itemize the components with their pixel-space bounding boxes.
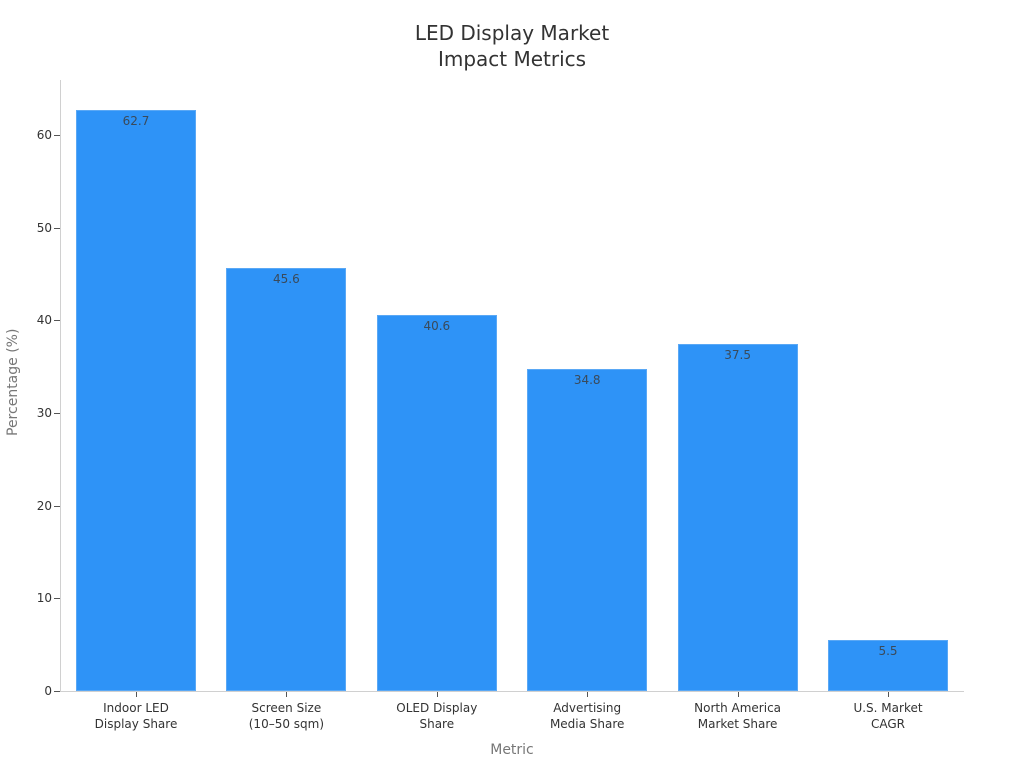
y-tick: 30 [0,406,62,420]
y-axis-label: Percentage (%) [5,328,21,436]
y-tick-mark [54,505,60,507]
y-tick-mark [54,691,60,692]
x-tick-label: U.S. Market CAGR [813,700,963,732]
y-tick: 50 [0,221,62,235]
x-tick-label-line: Market Share [697,717,778,731]
bar-value-label: 40.6 [423,318,451,333]
y-tick: 0 [0,684,62,698]
y-tick-mark [54,227,60,229]
bar-value-label: 45.6 [273,272,300,287]
bar[interactable]: 45.6 [226,268,347,691]
x-axis-line [60,691,964,692]
chart-title: LED Display Market Impact Metrics [0,20,1024,72]
bar[interactable]: 40.6 [376,314,497,691]
x-tick-label-line: Advertising [553,701,622,715]
bar-value-label: 37.5 [724,347,751,362]
y-tick-mark [54,413,60,414]
y-tick-mark [54,135,60,136]
x-tick-mark [587,692,588,697]
x-tick-label-line: CAGR [870,717,905,731]
y-tick: 40 [0,313,62,327]
x-tick-label: Screen Size (10–50 sqm) [211,700,361,732]
x-tick-label-line: OLED Display [396,701,478,715]
y-tick-label: 0 [44,684,52,698]
x-tick-mark [738,692,739,697]
y-tick-mark [54,598,60,600]
x-tick-label: Advertising Media Share [512,700,662,732]
y-tick: 10 [0,591,62,605]
x-tick-mark [888,692,889,697]
bar-value-label: 5.5 [878,644,898,659]
chart-title-line-2: Impact Metrics [437,47,587,71]
x-tick-label-line: North America [694,701,782,715]
x-tick-label-line: Media Share [549,717,625,731]
y-tick: 60 [0,128,62,142]
bar-value-label: 62.7 [122,113,150,128]
y-tick-label: 40 [36,313,52,328]
y-axis-line [60,80,61,692]
chart-title-line-1: LED Display Market [414,21,610,45]
bar[interactable]: 37.5 [677,343,798,691]
x-tick-mark [136,692,137,697]
y-tick-mark [54,320,60,322]
x-tick-label-line: Share [419,717,455,731]
y-tick-label: 50 [36,220,52,235]
x-tick-label: Indoor LED Display Share [61,700,211,732]
y-tick-label: 20 [36,498,52,513]
x-tick-mark [437,692,438,697]
x-tick-label-line: Screen Size [251,701,322,715]
y-tick-label: 30 [36,406,52,420]
x-axis-label: Metric [490,742,534,758]
bar[interactable]: 62.7 [76,109,196,691]
x-tick-label: North America Market Share [663,700,813,732]
x-tick-label-line: Display Share [94,717,178,731]
y-tick: 20 [0,499,62,513]
bar-value-label: 34.8 [573,372,601,387]
x-tick-label-line: U.S. Market [853,701,923,715]
x-tick-mark [286,692,287,697]
bar[interactable]: 5.5 [828,640,948,691]
x-tick-label-line: Indoor LED [103,701,169,715]
x-tick-label-line: (10–50 sqm) [248,717,325,731]
y-tick-label: 10 [36,591,52,606]
x-tick-label: OLED Display Share [362,700,512,732]
y-tick-label: 60 [36,128,52,142]
bar[interactable]: 34.8 [527,368,648,691]
